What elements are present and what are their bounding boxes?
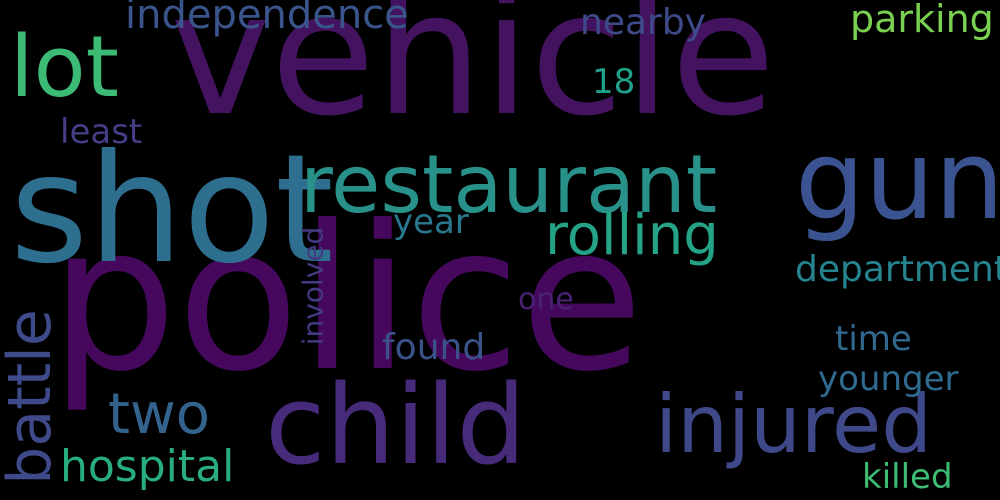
word-independence: independence: [125, 0, 409, 38]
word-two: two: [108, 382, 211, 447]
word-hospital: hospital: [60, 441, 235, 492]
word-one: one: [518, 282, 574, 317]
word-gun: gun: [795, 116, 1000, 244]
word-shot: shot: [10, 123, 334, 297]
word-time: time: [835, 319, 912, 359]
word-rolling: rolling: [545, 203, 719, 268]
word-police: police: [50, 183, 644, 416]
word-involved: involved: [296, 226, 330, 346]
word-child: child: [265, 361, 527, 489]
word-injured: injured: [655, 378, 932, 471]
word-least: least: [60, 112, 143, 152]
word-found: found: [382, 327, 486, 368]
word-vehicle: vehicle: [170, 0, 776, 154]
word-battle: battle: [0, 309, 65, 485]
word-killed: killed: [862, 457, 953, 497]
word-department: department: [795, 249, 1000, 290]
word-restaurant: restaurant: [300, 138, 718, 231]
word-lot: lot: [10, 18, 119, 117]
word-nearby: nearby: [580, 2, 706, 43]
word-younger: younger: [818, 359, 959, 399]
word-year: year: [393, 202, 469, 242]
word-18: 18: [592, 62, 636, 102]
word-parking: parking: [850, 0, 994, 41]
